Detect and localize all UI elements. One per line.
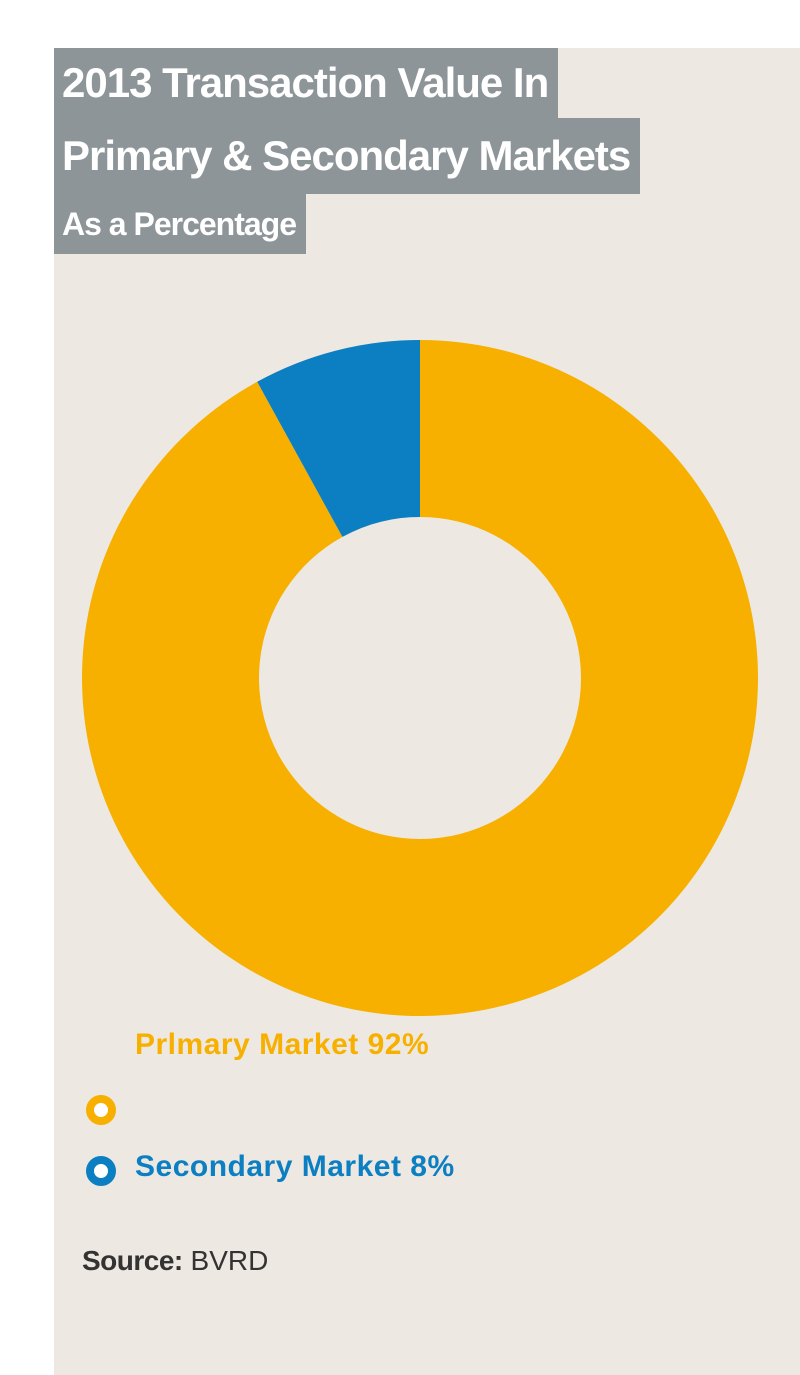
legend-label-secondary-market: Secondary Market 8% xyxy=(135,1150,455,1183)
chart-subtitle: As a Percentage xyxy=(54,194,307,254)
donut-slice-secondary-market xyxy=(257,340,420,537)
chart-title-line-2: Primary & Secondary Markets xyxy=(54,118,641,194)
chart-title-block: 2013 Transaction Value In Primary & Seco… xyxy=(54,48,641,254)
legend-marker-secondary-market-icon xyxy=(86,1156,116,1186)
legend-marker-primary-market-icon xyxy=(86,1095,116,1125)
source-value: BVRD xyxy=(190,1245,269,1276)
chart-title-line-1: 2013 Transaction Value In xyxy=(54,48,559,118)
donut-slice-primary-market xyxy=(82,340,759,1016)
legend-label-primary-market: Prlmary Market 92% xyxy=(135,1028,430,1061)
source-note: Source: BVRD xyxy=(82,1245,268,1277)
source-label: Source: xyxy=(82,1245,183,1276)
